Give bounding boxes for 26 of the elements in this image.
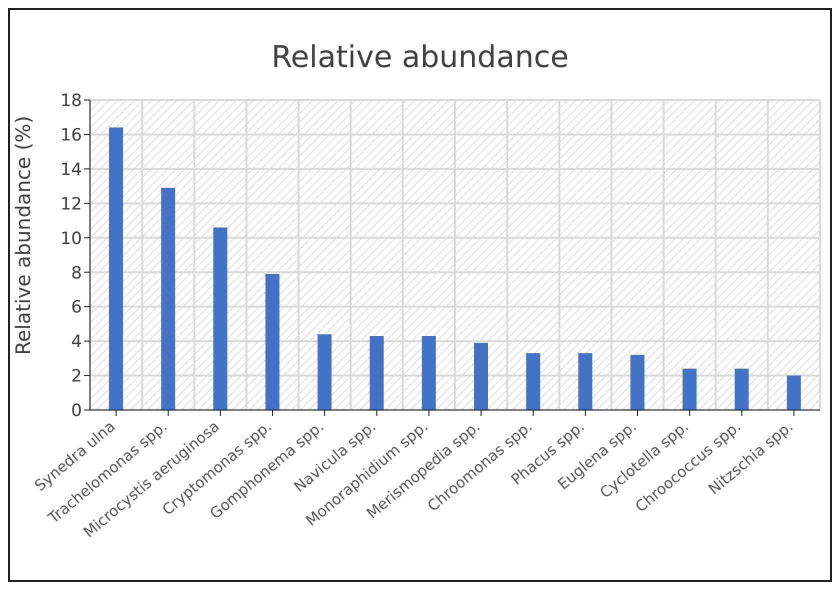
y-tick-label: 8 (71, 263, 82, 284)
bar (786, 376, 801, 410)
bar (682, 368, 697, 410)
y-tick-label: 14 (60, 160, 82, 180)
y-tick-label: 6 (71, 298, 82, 318)
y-tick-label: 2 (71, 366, 82, 387)
bar (734, 368, 749, 410)
y-tick-label: 4 (71, 332, 82, 352)
bar (213, 227, 228, 410)
y-tick-label: 18 (60, 91, 82, 112)
bar (265, 274, 280, 410)
y-tick-label: 10 (60, 228, 82, 249)
bar (578, 353, 592, 410)
y-axis-title: Relative abundance (%) (11, 116, 36, 355)
bar (422, 336, 436, 410)
bar (474, 342, 488, 410)
bar (161, 188, 176, 410)
y-tick-label: 0 (71, 401, 82, 422)
bar (370, 336, 384, 410)
y-tick-label: 12 (60, 194, 82, 214)
bar (630, 354, 644, 410)
chart-title: Relative abundance (270, 40, 570, 77)
bar (318, 334, 332, 410)
bar (526, 353, 540, 410)
y-tick-label: 16 (60, 125, 82, 146)
bar (109, 128, 123, 410)
